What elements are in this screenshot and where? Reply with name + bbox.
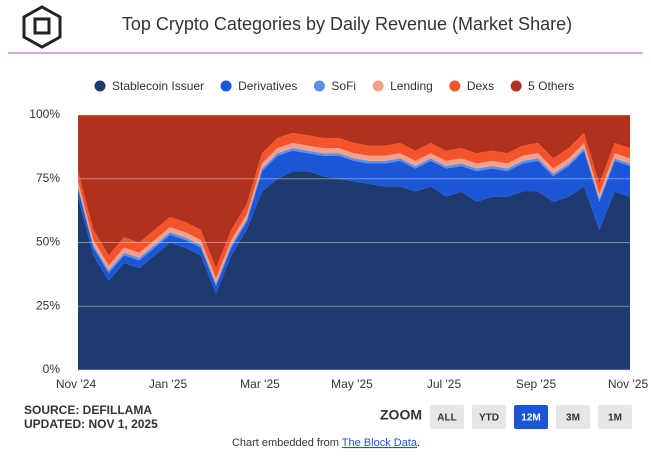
zoom-label: ZOOM — [380, 407, 422, 423]
zoom-button-label[interactable]: 12M — [521, 413, 540, 424]
x-tick-label: Jan '25 — [149, 377, 188, 391]
area — [78, 115, 630, 268]
logo — [22, 5, 62, 49]
y-tick-label: 75% — [36, 171, 60, 185]
chart-title: Top Crypto Categories by Daily Revenue (… — [122, 14, 572, 34]
area — [78, 150, 630, 294]
legend-marker — [94, 80, 106, 92]
legend-label: Dexs — [467, 79, 494, 93]
legend-label: 5 Others — [528, 79, 574, 93]
footer: Chart embedded from The Block Data. — [232, 437, 420, 449]
x-tick-label: Mar '25 — [240, 377, 280, 391]
footer-end: . — [417, 437, 420, 449]
footer-text: Chart embedded from — [232, 437, 342, 449]
y-tick-label: 100% — [29, 107, 60, 121]
x-tick-label: May '25 — [331, 377, 373, 391]
zoom-button-label[interactable]: YTD — [479, 413, 499, 424]
zoom-button-label[interactable]: ALL — [437, 413, 456, 424]
zoom-button[interactable] — [430, 405, 464, 429]
y-tick-label: 50% — [36, 235, 60, 249]
area — [78, 171, 630, 370]
legend-marker — [220, 80, 232, 92]
source: SOURCE: DEFILLAMA — [24, 403, 152, 417]
x-tick-label: Sep '25 — [516, 377, 557, 391]
legend-label: SoFi — [331, 79, 356, 93]
zoom-button[interactable] — [598, 405, 632, 429]
legend-marker — [372, 80, 384, 92]
y-tick-label: 25% — [36, 298, 60, 312]
area — [78, 143, 630, 284]
updated: UPDATED: NOV 1, 2025 — [24, 417, 158, 431]
x-tick-label: Nov '24 — [56, 377, 97, 391]
footer-link[interactable]: The Block Data — [342, 437, 418, 449]
legend-marker — [510, 80, 522, 92]
y-tick-label: 0% — [43, 362, 61, 376]
x-tick-label: Nov '25 — [608, 377, 649, 391]
zoom-button[interactable] — [556, 405, 590, 429]
legend-label: Lending — [390, 79, 433, 93]
zoom-button[interactable] — [514, 405, 548, 429]
zoom-button-label[interactable]: 1M — [608, 413, 622, 424]
legend-label: Derivatives — [238, 79, 297, 93]
area — [78, 132, 630, 279]
legend-marker — [313, 80, 325, 92]
zoom-button-label[interactable]: 3M — [566, 413, 580, 424]
legend-label: Stablecoin Issuer — [112, 79, 204, 93]
legend-marker — [449, 80, 461, 92]
x-tick-label: Jul '25 — [427, 377, 462, 391]
zoom-button[interactable] — [472, 405, 506, 429]
